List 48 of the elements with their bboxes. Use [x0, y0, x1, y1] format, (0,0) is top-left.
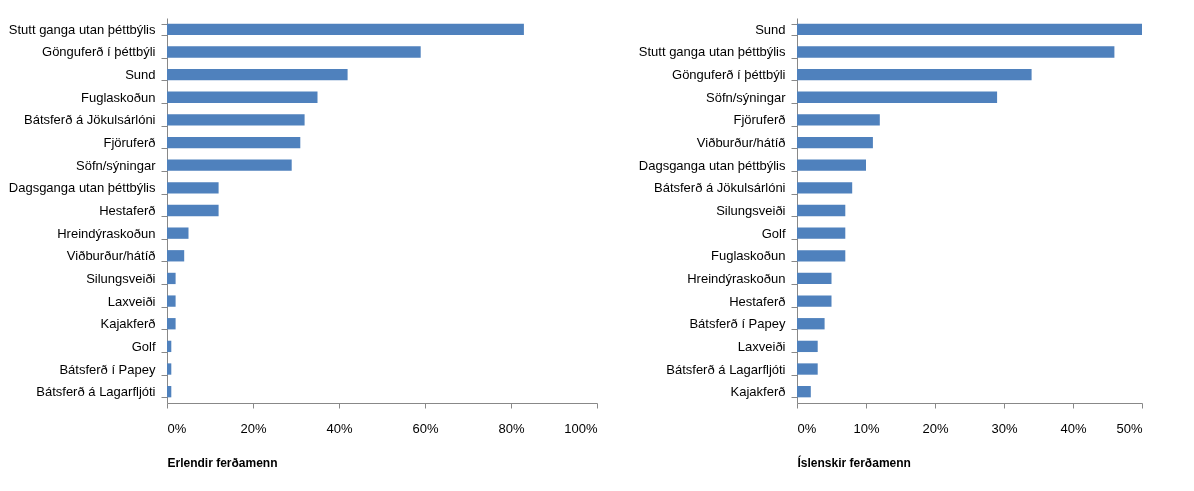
- y-tick-label: Laxveiði: [107, 293, 156, 309]
- y-tick-label: Sund: [125, 67, 156, 83]
- y-tick-label: Golf: [131, 338, 156, 354]
- y-tick-label: Fjöruferð: [103, 135, 156, 151]
- y-tick-label: Hestaferð: [99, 203, 156, 218]
- y-tick-label: Bátsferð á Jökulsárlóni: [23, 112, 156, 128]
- x-tick-label: 20%: [240, 420, 267, 436]
- y-tick-label: Stutt ganga utan þéttbýlis: [638, 44, 786, 60]
- x-tick-label: 0%: [167, 420, 187, 436]
- y-tick-label: Söfn/sýningar: [706, 89, 787, 105]
- y-tick-label: Silungsveiði: [716, 203, 786, 218]
- y-tick-label: Bátsferð á Lagarfljóti: [666, 361, 786, 377]
- y-tick-label: Viðburður/hátíð: [696, 135, 786, 151]
- y-tick-label: Viðburður/hátíð: [66, 248, 156, 264]
- y-tick-label: Bátsferð í Papey: [689, 316, 786, 332]
- y-tick-label: Bátsferð á Jökulsárlóni: [653, 180, 786, 196]
- y-tick-label: Golf: [761, 225, 786, 241]
- y-tick-label: Stutt ganga utan þéttbýlis: [8, 21, 156, 37]
- x-tick-label: 40%: [326, 420, 353, 436]
- x-axis-title: Íslenskir ferðamenn: [797, 454, 911, 470]
- y-tick-label: Gönguferð í þéttbýli: [42, 44, 156, 60]
- y-tick-label: Fuglaskoðun: [81, 89, 156, 105]
- x-tick-label: 80%: [498, 420, 525, 436]
- x-tick-label: 30%: [991, 420, 1018, 436]
- y-tick-label: Dagsganga utan þéttbýlis: [638, 157, 786, 173]
- y-tick-label: Dagsganga utan þéttbýlis: [8, 180, 156, 196]
- y-tick-label: Söfn/sýningar: [76, 157, 157, 173]
- x-tick-label: 40%: [1060, 420, 1087, 436]
- y-tick-label: Hreindýraskoðun: [57, 225, 156, 241]
- y-tick-label: Hestaferð: [729, 293, 786, 309]
- y-tick-label: Bátsferð á Lagarfljóti: [36, 384, 156, 400]
- x-tick-label: 10%: [853, 420, 880, 436]
- x-tick-label: 20%: [922, 420, 949, 436]
- y-tick-label: Fjöruferð: [733, 112, 786, 128]
- y-tick-label: Hreindýraskoðun: [687, 270, 786, 286]
- x-axis-title: Erlendir ferðamenn: [167, 455, 278, 470]
- y-tick-label: Kajakferð: [100, 316, 156, 332]
- x-tick-label: 100%: [564, 420, 598, 436]
- y-tick-label: Sund: [755, 21, 786, 37]
- x-tick-label: 60%: [412, 420, 439, 436]
- x-tick-label: 50%: [1116, 420, 1143, 436]
- y-tick-label: Kajakferð: [730, 384, 786, 400]
- y-tick-label: Gönguferð í þéttbýli: [672, 67, 786, 83]
- y-tick-label: Bátsferð í Papey: [59, 361, 156, 377]
- y-tick-label: Silungsveiði: [86, 270, 156, 286]
- y-tick-label: Laxveiði: [737, 338, 786, 354]
- x-tick-label: 0%: [797, 420, 817, 436]
- y-tick-label: Fuglaskoðun: [711, 248, 786, 264]
